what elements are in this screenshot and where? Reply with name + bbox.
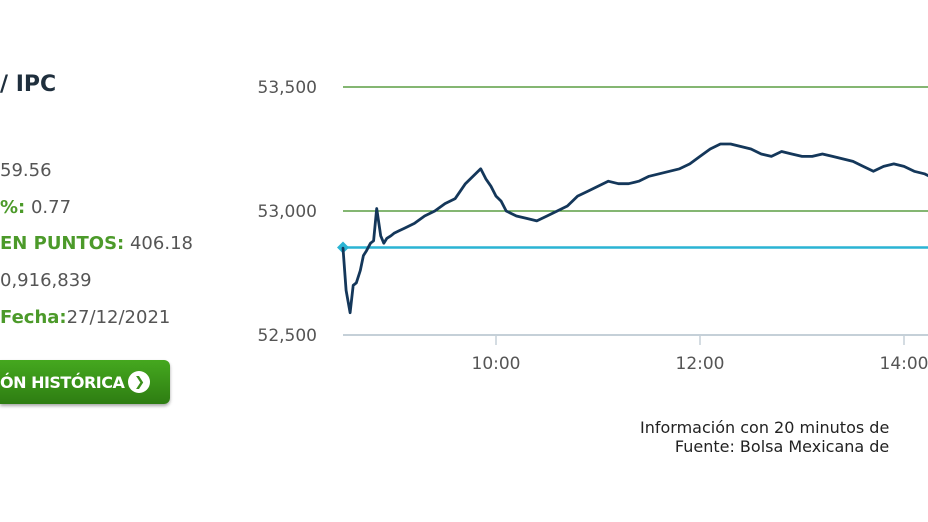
chart-footer: Información con 20 minutos de Fuente: Bo… <box>640 418 889 456</box>
price-series-line <box>341 142 928 315</box>
x-tick-label: 12:00 <box>676 354 725 374</box>
date-label: Fecha: <box>0 307 67 328</box>
footer-source-note: Fuente: Bolsa Mexicana de <box>674 437 890 456</box>
y-tick-label: 52,500 <box>258 326 317 346</box>
pct-change-value: 0.77 <box>30 197 72 218</box>
footer-delay-note: Información con 20 minutos de <box>640 418 890 437</box>
x-tick-label: 10:00 <box>472 354 521 374</box>
index-value: 59.56 <box>0 160 52 181</box>
history-button-label: ÓN HISTÓRICA <box>0 372 125 392</box>
volume-value: 0,916,839 <box>0 270 92 291</box>
index-value-text: 59.56 <box>0 160 52 181</box>
index-pct-change: %: 0.77 <box>0 197 71 218</box>
y-tick-label: 53,500 <box>258 78 317 98</box>
index-date: Fecha:27/12/2021 <box>0 307 170 328</box>
points-change-label: EN PUNTOS: <box>0 233 125 254</box>
index-title: / IPC <box>0 72 57 97</box>
x-tick-label: 14:00 <box>880 354 928 374</box>
index-points-change: EN PUNTOS: 406.18 <box>0 233 193 254</box>
index-volume: 0,916,839 <box>0 270 92 291</box>
chevron-right-icon: ❯ <box>128 371 151 393</box>
y-tick-label: 53,000 <box>258 202 317 222</box>
date-value: 27/12/2021 <box>66 307 171 328</box>
pct-change-label: %: <box>0 197 26 218</box>
history-button[interactable]: ÓN HISTÓRICA ❯ <box>0 360 170 404</box>
points-change-value: 406.18 <box>129 233 193 254</box>
